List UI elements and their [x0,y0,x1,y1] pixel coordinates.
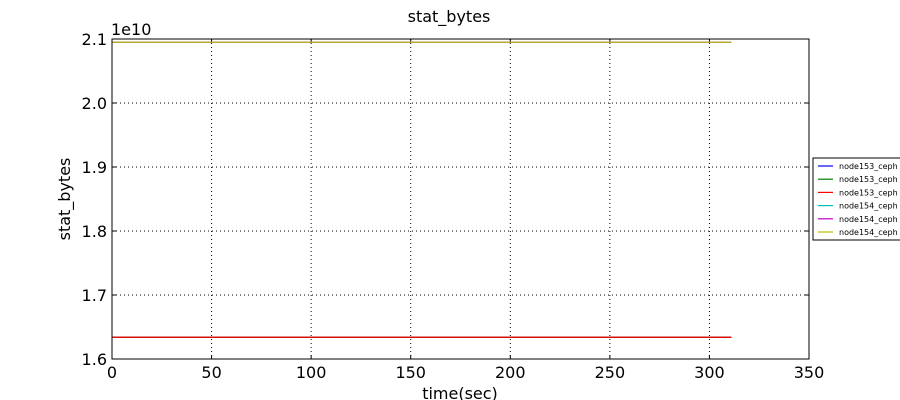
legend: node153_ceph node153_ceph node153_cephnode… [812,157,900,241]
x-tick-label: 100 [296,363,327,382]
y-tick-label: 1.7 [82,286,107,305]
y-tick-label: 1.8 [82,222,107,241]
legend-label-6: node154_ceph [839,228,898,237]
x-tick-label: 300 [694,363,725,382]
legend-box [812,157,900,241]
x-axis-label: time(sec) [422,384,498,400]
legend-label-3: node153_ceph [839,188,898,197]
x-tick-label: 0 [107,363,117,382]
x-tick-label: 200 [495,363,526,382]
y-axis-label: stat_bytes [55,158,75,241]
axis-ticks: 0 50 100 150 200 250 300 350 1.6 1.7 1.8 1.9 2.0 2.1 [82,30,825,382]
x-tick-label: 150 [395,363,426,382]
y-tick-label: 2.1 [82,30,107,49]
y-tick-label: 2.0 [82,94,107,113]
legend-label-4: node154_ceph [839,202,898,211]
y-tick-label: 1.6 [82,350,107,369]
y-tick-label: 1.9 [82,158,107,177]
x-tick-label: 350 [794,363,825,382]
x-tick-label: 50 [201,363,221,382]
plot-frame [111,38,810,360]
chart-title: stat_bytes [408,7,491,27]
x-tick-label: 250 [595,363,626,382]
legend-label-5: node154_ceph [839,215,898,224]
data-series [112,41,732,338]
legend-label-1: node153_ceph [839,162,898,171]
legend-label-2: node153_ceph [839,175,898,184]
y-multiplier-label: 1e10 [111,20,151,39]
grid-lines [112,39,809,359]
